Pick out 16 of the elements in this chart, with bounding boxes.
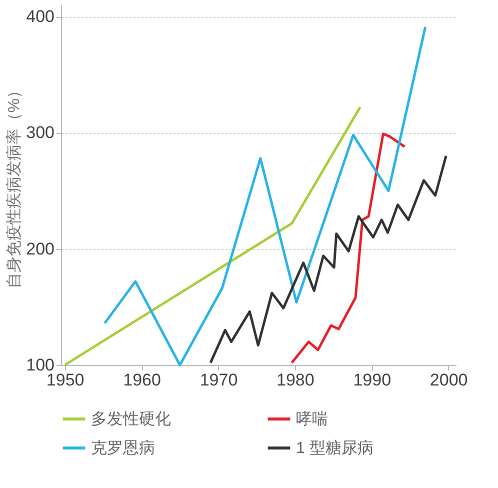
x-tick-label: 1970 — [200, 370, 238, 390]
x-tick-label: 1980 — [276, 370, 314, 390]
x-tick-label: 1990 — [353, 370, 392, 390]
line-series — [103, 26, 427, 366]
y-tick-label: 400 — [26, 7, 54, 26]
x-tick-label: 1960 — [123, 370, 161, 390]
line-series — [290, 132, 406, 364]
legend-label: 克罗恩病 — [91, 439, 155, 457]
y-tick-label: 300 — [26, 123, 54, 142]
line-series — [209, 154, 448, 364]
legend-label: 哮喘 — [296, 410, 328, 428]
x-tick-label: 2000 — [430, 370, 468, 390]
y-axis-title: 自身免疫性疾病发病率（%） — [5, 82, 24, 289]
y-tick-label: 200 — [26, 239, 54, 258]
legend-label: 1 型糖尿病 — [296, 439, 374, 457]
legend-label: 多发性硬化 — [91, 410, 171, 428]
